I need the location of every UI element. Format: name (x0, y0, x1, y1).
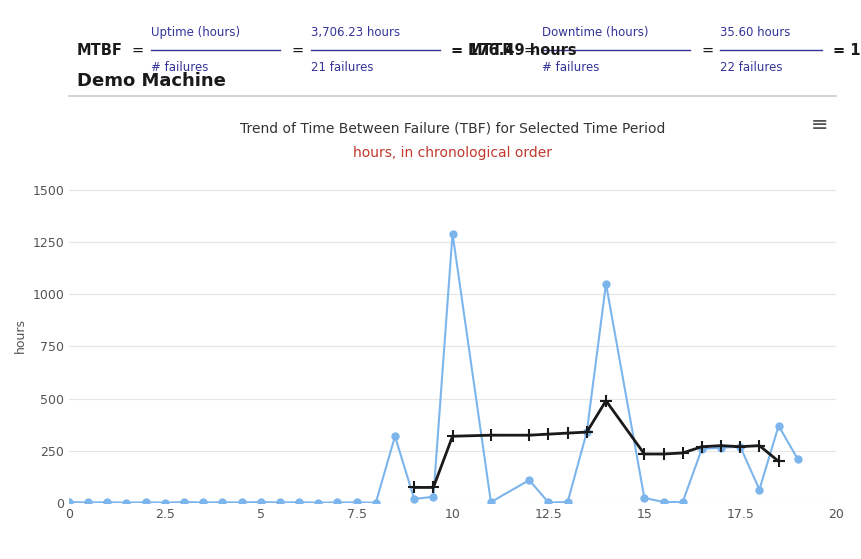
MA 5 events (696, 443, 706, 450)
Actual (351, 499, 362, 506)
Actual (600, 281, 610, 287)
Actual (159, 499, 170, 506)
Actual (677, 499, 687, 505)
Text: 35.60 hours: 35.60 hours (720, 26, 790, 39)
Text: hours, in chronological order: hours, in chronological order (353, 146, 551, 160)
Text: Demo Machine: Demo Machine (77, 72, 226, 90)
Actual (370, 499, 381, 506)
Text: 21 failures: 21 failures (310, 61, 373, 74)
Text: 22 failures: 22 failures (720, 61, 782, 74)
Text: = 176.49 hours: = 176.49 hours (450, 42, 576, 58)
Actual (428, 494, 438, 500)
Actual (486, 499, 496, 505)
Actual (658, 499, 668, 505)
Actual (581, 429, 592, 435)
Line: Actual: Actual (65, 230, 801, 506)
Actual (179, 499, 189, 505)
MA 5 events (772, 458, 783, 465)
MA 5 events (447, 433, 457, 439)
Actual (389, 433, 400, 439)
Actual (255, 499, 265, 505)
Actual (715, 444, 726, 451)
Actual (408, 496, 418, 503)
Text: =: = (132, 42, 144, 58)
MA 5 events (428, 484, 438, 491)
Actual (562, 499, 573, 505)
Actual (523, 477, 534, 484)
MA 5 events (715, 442, 726, 449)
Actual (313, 499, 323, 506)
MA 5 events (753, 442, 764, 449)
MA 5 events (658, 451, 668, 457)
Text: # failures: # failures (151, 61, 208, 74)
Text: MTTR: MTTR (468, 42, 514, 58)
Text: Trend of Time Between Failure (TBF) for Selected Time Period: Trend of Time Between Failure (TBF) for … (239, 121, 665, 135)
Actual (102, 499, 112, 506)
Actual (198, 499, 208, 506)
Actual (83, 499, 93, 506)
Text: # failures: # failures (542, 61, 599, 74)
Text: =: = (523, 42, 535, 58)
MA 5 events (639, 451, 649, 457)
Actual (639, 495, 649, 501)
Actual (121, 499, 132, 506)
Actual (275, 499, 285, 506)
MA 5 events (408, 484, 418, 491)
Actual (294, 499, 304, 506)
Text: =: = (700, 42, 712, 58)
Text: = 1.62 hours: = 1.62 hours (832, 42, 861, 58)
Actual (542, 499, 553, 506)
Text: Downtime (hours): Downtime (hours) (542, 26, 648, 39)
MA 5 events (542, 431, 553, 438)
MA 5 events (677, 449, 687, 456)
Actual (753, 486, 764, 493)
Text: 3,706.23 hours: 3,706.23 hours (310, 26, 400, 39)
MA 5 events (600, 397, 610, 404)
Text: =: = (291, 42, 303, 58)
MA 5 events (523, 432, 534, 439)
Actual (217, 499, 227, 506)
Actual (792, 456, 802, 463)
Y-axis label: hours: hours (14, 319, 27, 353)
Line: MA 5 events: MA 5 events (408, 395, 784, 493)
Actual (140, 499, 151, 506)
Actual (447, 230, 457, 237)
Text: Uptime (hours): Uptime (hours) (151, 26, 240, 39)
MA 5 events (734, 443, 745, 450)
Actual (696, 446, 706, 452)
MA 5 events (581, 429, 592, 435)
Actual (236, 499, 246, 506)
MA 5 events (486, 432, 496, 439)
Legend: Actual, MA 5 events: Actual, MA 5 events (325, 553, 579, 559)
Actual (734, 443, 745, 450)
Actual (772, 423, 783, 429)
Actual (332, 499, 343, 506)
MA 5 events (562, 430, 573, 437)
Actual (64, 499, 74, 505)
Text: MTBF: MTBF (77, 42, 122, 58)
Text: ≡: ≡ (810, 115, 827, 135)
